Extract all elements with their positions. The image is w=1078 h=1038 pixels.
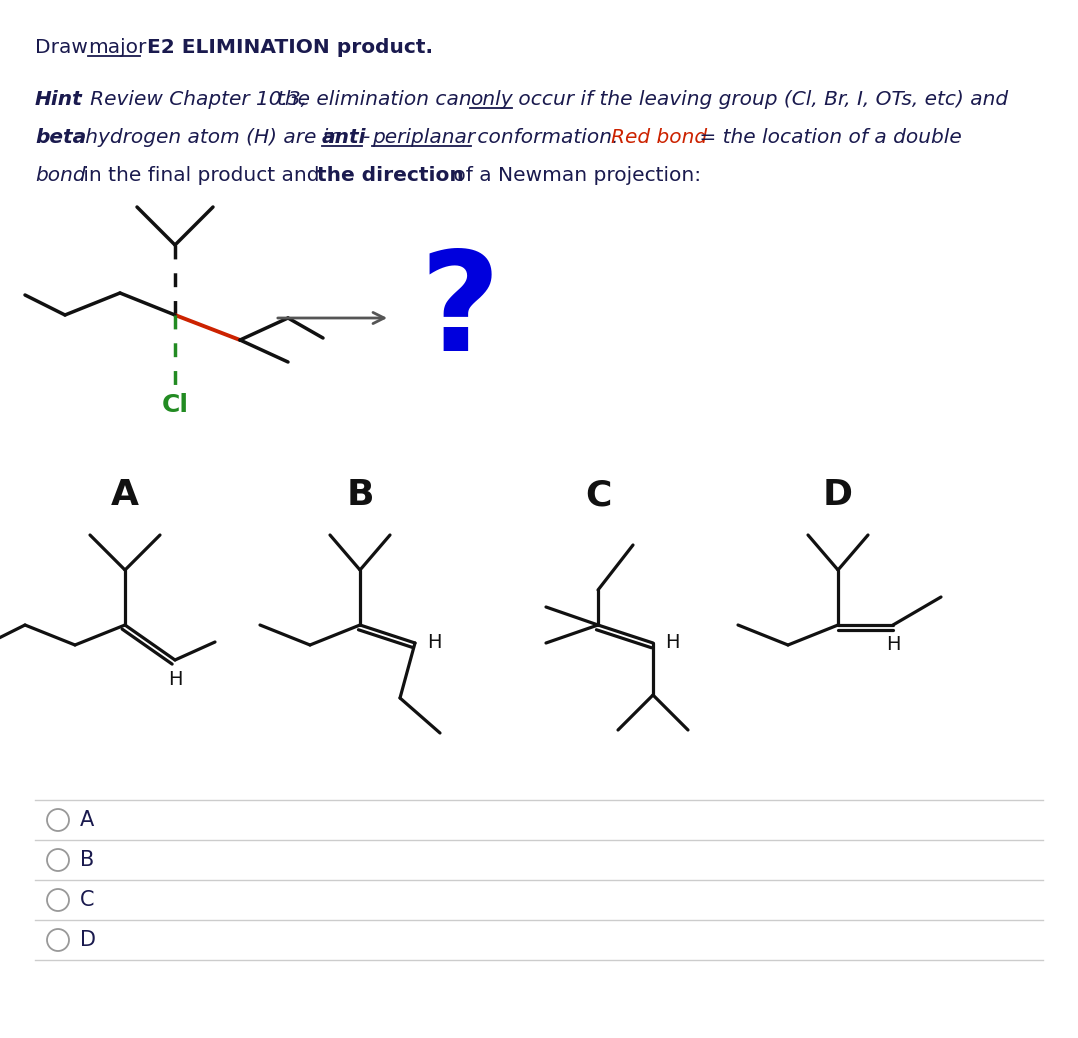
Text: = the location of a double: = the location of a double <box>693 128 962 147</box>
Text: D: D <box>823 479 853 512</box>
Text: in the final product and: in the final product and <box>77 166 326 185</box>
Text: -hydrogen atom (H) are in: -hydrogen atom (H) are in <box>78 128 347 147</box>
Text: ?: ? <box>419 245 500 380</box>
Text: E2 ELIMINATION product.: E2 ELIMINATION product. <box>140 38 433 57</box>
Text: bond: bond <box>34 166 85 185</box>
Text: conformation.: conformation. <box>471 128 625 147</box>
Text: Red bond: Red bond <box>611 128 707 147</box>
Text: anti: anti <box>322 128 367 147</box>
Text: B: B <box>80 850 94 870</box>
Text: B: B <box>346 479 374 512</box>
Text: the direction: the direction <box>317 166 464 185</box>
Text: major: major <box>88 38 147 57</box>
Text: occur if the leaving group (Cl, Br, I, OTs, etc) and: occur if the leaving group (Cl, Br, I, O… <box>512 90 1008 109</box>
Text: of a Newman projection:: of a Newman projection: <box>447 166 701 185</box>
Text: -: - <box>362 128 370 147</box>
Text: A: A <box>80 810 94 830</box>
Text: H: H <box>886 635 900 654</box>
Text: Draw: Draw <box>34 38 94 57</box>
Text: H: H <box>665 633 679 653</box>
Text: C: C <box>584 479 611 512</box>
Text: C: C <box>80 890 95 910</box>
Text: Cl: Cl <box>162 393 189 417</box>
Text: periplanar: periplanar <box>372 128 475 147</box>
Text: beta: beta <box>34 128 86 147</box>
Text: the elimination can: the elimination can <box>277 90 478 109</box>
Text: : Review Chapter 10.3,: : Review Chapter 10.3, <box>77 90 314 109</box>
Text: only: only <box>470 90 513 109</box>
Text: H: H <box>427 633 442 653</box>
Text: A: A <box>111 479 139 512</box>
Text: H: H <box>168 670 182 689</box>
Text: D: D <box>80 930 96 950</box>
Text: Hint: Hint <box>34 90 83 109</box>
